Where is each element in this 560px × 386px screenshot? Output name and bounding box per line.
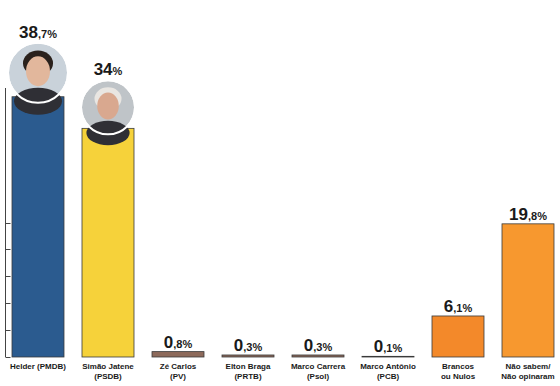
y-tick (6, 223, 11, 224)
category-label: Zé Carlos(PV) (160, 362, 197, 381)
portrait-face (26, 56, 50, 86)
bar (12, 97, 64, 357)
data-label: 34% (94, 60, 123, 79)
y-tick (6, 249, 11, 250)
bar (362, 356, 414, 358)
category-label: Helder (PMDB) (10, 362, 66, 371)
portrait-body (86, 121, 129, 145)
data-label-main: 0 (164, 333, 173, 352)
category-label-line: Marco Antônio (360, 362, 416, 371)
data-label: 0,3% (304, 336, 333, 355)
category-label-line: (PRTB) (234, 372, 261, 381)
data-label: 38,7% (19, 23, 57, 42)
bar (152, 352, 204, 357)
portrait-body (14, 88, 62, 115)
data-label-decimal: ,1% (383, 342, 402, 354)
portrait-ring (81, 80, 135, 134)
chart-root: 38,7%34%0,8%0,3%0,3%0,1%6,1%19,8%Helder … (0, 0, 560, 386)
bar (502, 224, 554, 357)
portrait (81, 80, 135, 145)
data-label-decimal: ,8% (173, 338, 192, 350)
category-label-line: (PSDB) (94, 372, 122, 381)
portrait-face (97, 93, 119, 120)
category-label: Brancosou Nulos (441, 362, 476, 381)
y-tick (6, 276, 11, 277)
category-label-line: Simão Jatene (82, 362, 134, 371)
data-label: 6,1% (444, 297, 473, 316)
bar (432, 316, 484, 357)
data-label: 0,3% (234, 336, 263, 355)
category-label: Não sabem/Não opinaram (501, 362, 554, 381)
data-label-main: 6 (444, 297, 453, 316)
category-label: Marco Antônio(PCB) (360, 362, 416, 381)
portrait (8, 43, 68, 115)
bar (222, 355, 274, 357)
data-label: 0,8% (164, 333, 193, 352)
category-label-line: (Psol) (307, 372, 330, 381)
data-label-decimal: ,8% (528, 210, 547, 222)
data-label: 0,1% (374, 337, 403, 356)
data-label-decimal: % (113, 65, 123, 77)
data-label-main: 34 (94, 60, 113, 79)
data-label-main: 19 (509, 205, 528, 224)
y-tick (6, 330, 11, 331)
category-label: Elton Braga(PRTB) (226, 362, 271, 381)
portrait-ring (8, 43, 68, 103)
category-label-line: Elton Braga (226, 362, 271, 371)
category-label-line: (PV) (170, 372, 186, 381)
category-label-line: Marco Carrera (291, 362, 346, 371)
y-tick (6, 357, 11, 358)
category-label-line: Não opinaram (501, 372, 554, 381)
data-label-main: 0 (234, 336, 243, 355)
data-label-main: 0 (374, 337, 383, 356)
data-label-main: 38 (19, 23, 38, 42)
category-label: Simão Jatene(PSDB) (82, 362, 134, 381)
data-label-decimal: ,7% (38, 28, 57, 40)
data-label: 19,8% (509, 205, 547, 224)
y-tick (6, 303, 11, 304)
data-label-decimal: ,3% (243, 341, 262, 353)
category-label: Marco Carrera(Psol) (291, 362, 346, 381)
data-label-decimal: ,1% (453, 302, 472, 314)
data-label-decimal: ,3% (313, 341, 332, 353)
bar (82, 128, 134, 357)
category-label-line: Zé Carlos (160, 362, 197, 371)
category-label-line: (PCB) (377, 372, 400, 381)
data-label-main: 0 (304, 336, 313, 355)
category-label-line: ou Nulos (441, 372, 476, 381)
category-label-line: Brancos (442, 362, 475, 371)
bar (292, 355, 344, 357)
category-label-line: Helder (PMDB) (10, 362, 66, 371)
y-axis-line (5, 88, 6, 357)
category-label-line: Não sabem/ (506, 362, 552, 371)
